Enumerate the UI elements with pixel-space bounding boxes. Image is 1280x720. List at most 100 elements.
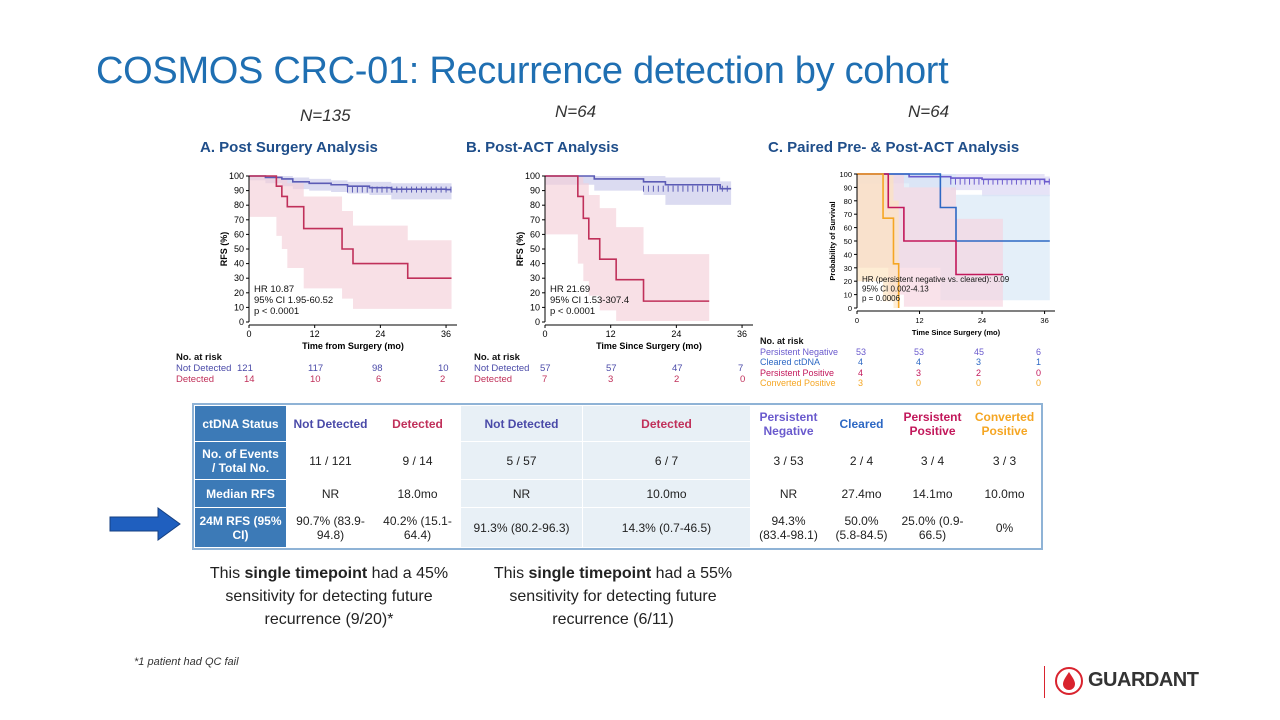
y-axis-label: RFS (%) xyxy=(515,232,525,267)
logo-text: GUARDANT xyxy=(1088,669,1199,691)
hr-annotation: p = 0.0006 xyxy=(862,294,901,303)
guardant-logo: GUARDANT xyxy=(1040,664,1210,700)
ci-band xyxy=(545,176,710,321)
risk-val: 10 xyxy=(310,374,321,385)
panel-c-n: N=64 xyxy=(908,102,950,121)
y-tick-label: 20 xyxy=(530,288,540,298)
risk-row: Cleared ctDNA 4 4 3 1 xyxy=(760,357,1060,368)
x-tick-label: 24 xyxy=(978,316,986,325)
panel-c-title: C. Paired Pre- & Post-ACT Analysis xyxy=(768,139,1020,156)
y-tick-label: 30 xyxy=(844,264,852,273)
cell: 9 / 14 xyxy=(374,441,461,480)
th-text: Persistent Negative xyxy=(759,409,818,438)
row-label: No. of Events / Total No. xyxy=(194,441,287,480)
risk-val: 6 xyxy=(1036,346,1042,357)
table-row: No. of Events / Total No. 11 / 121 9 / 1… xyxy=(194,441,1041,480)
y-tick-label: 70 xyxy=(234,215,244,225)
y-tick-label: 60 xyxy=(530,229,540,239)
x-tick-label: 36 xyxy=(441,329,451,339)
y-tick-label: 90 xyxy=(234,186,244,196)
y-tick-label: 20 xyxy=(844,277,852,286)
risk-val: 4 xyxy=(916,357,922,367)
risk-header: No. at risk xyxy=(176,352,222,363)
th-text: Not Detected xyxy=(484,416,559,431)
y-tick-label: 10 xyxy=(844,291,852,300)
risk-val: 53 xyxy=(914,346,925,357)
th-text: Converted Positive xyxy=(974,409,1035,438)
x-axis-label: Time Since Surgery (mo) xyxy=(912,328,1001,337)
risk-header: No. at risk xyxy=(760,336,804,346)
risk-table-c: No. at risk Persistent Negative 53 53 45… xyxy=(760,336,1060,389)
cell: 14.3% (0.7-46.5) xyxy=(582,507,751,548)
risk-val: 3 xyxy=(858,378,864,388)
risk-label: Detected xyxy=(176,374,215,385)
th-text: Persistent Positive xyxy=(903,409,962,438)
risk-val: 2 xyxy=(440,374,446,385)
panel-a-n: N=135 xyxy=(300,106,351,125)
cell: 3 / 4 xyxy=(896,441,969,480)
risk-val: 6 xyxy=(376,374,382,385)
y-tick-label: 40 xyxy=(844,250,852,259)
cell: 6 / 7 xyxy=(582,441,751,480)
risk-row: Not Detected 57 57 47 7 xyxy=(474,363,754,374)
risk-row: Converted Positive 3 0 0 0 xyxy=(760,378,1060,389)
risk-val: 57 xyxy=(540,363,551,374)
y-tick-label: 0 xyxy=(239,317,244,327)
cell: 27.4mo xyxy=(826,479,897,508)
risk-val: 117 xyxy=(308,363,324,374)
risk-label: Detected xyxy=(474,374,513,385)
note-a: This single timepoint had a 45% sensitiv… xyxy=(196,562,462,631)
th-persistent-negative: Persistent Negative xyxy=(750,405,827,442)
y-tick-label: 50 xyxy=(844,237,852,246)
y-tick-label: 30 xyxy=(234,273,244,283)
arrow-right-icon xyxy=(109,507,181,541)
risk-val: 53 xyxy=(856,346,867,357)
x-tick-label: 12 xyxy=(310,329,320,339)
panel-b-title: B. Post-ACT Analysis xyxy=(466,139,619,156)
risk-header: No. at risk xyxy=(474,352,520,363)
y-tick-label: 50 xyxy=(234,244,244,254)
x-tick-label: 0 xyxy=(542,329,547,339)
risk-val: 0 xyxy=(1036,378,1042,388)
cell: 90.7% (83.9-94.8) xyxy=(286,507,375,548)
survival-line xyxy=(249,175,452,191)
th-b-detected: Detected xyxy=(582,405,751,442)
note-emphasis: single timepoint xyxy=(528,565,652,582)
results-table: ctDNA Status Not Detected Detected Not D… xyxy=(192,403,1043,550)
note-emphasis: single timepoint xyxy=(244,565,368,582)
y-tick-label: 90 xyxy=(530,186,540,196)
y-tick-label: 20 xyxy=(234,288,244,298)
cell: 0% xyxy=(968,507,1041,548)
y-tick-label: 80 xyxy=(844,197,852,206)
th-text: Cleared xyxy=(839,416,884,431)
x-tick-label: 24 xyxy=(671,329,681,339)
risk-table-b: No. at risk Not Detected 57 57 47 7 Dete… xyxy=(474,352,754,385)
table-header-row: ctDNA Status Not Detected Detected Not D… xyxy=(194,405,1041,442)
x-tick-label: 36 xyxy=(737,329,747,339)
y-tick-label: 70 xyxy=(844,210,852,219)
table-row: Median RFS NR 18.0mo NR 10.0mo NR 27.4mo… xyxy=(194,479,1041,508)
risk-val: 7 xyxy=(542,374,548,385)
x-axis-label: Time from Surgery (mo) xyxy=(302,341,404,351)
risk-row: Persistent Negative 53 53 45 6 xyxy=(760,347,1060,358)
risk-val: 98 xyxy=(372,363,383,374)
risk-label: Persistent Negative xyxy=(760,346,839,357)
risk-label: Cleared ctDNA xyxy=(760,357,821,367)
survival-line xyxy=(857,173,1050,242)
x-tick-label: 12 xyxy=(606,329,616,339)
note-text: This xyxy=(209,565,245,582)
cell: 50.0% (5.8-84.5) xyxy=(826,507,897,548)
y-tick-label: 90 xyxy=(844,183,852,192)
x-tick-label: 12 xyxy=(915,316,923,325)
y-tick-label: 70 xyxy=(530,215,540,225)
th-a-not-detected: Not Detected xyxy=(286,405,375,442)
y-tick-label: 10 xyxy=(234,302,244,312)
risk-val: 121 xyxy=(237,363,253,374)
x-axis-label: Time Since Surgery (mo) xyxy=(596,341,702,351)
y-tick-label: 100 xyxy=(525,171,540,181)
risk-val: 57 xyxy=(606,363,617,374)
cell: 5 / 57 xyxy=(460,441,583,480)
risk-label: Not Detected xyxy=(176,363,232,374)
y-tick-label: 10 xyxy=(530,302,540,312)
cell: NR xyxy=(460,479,583,508)
